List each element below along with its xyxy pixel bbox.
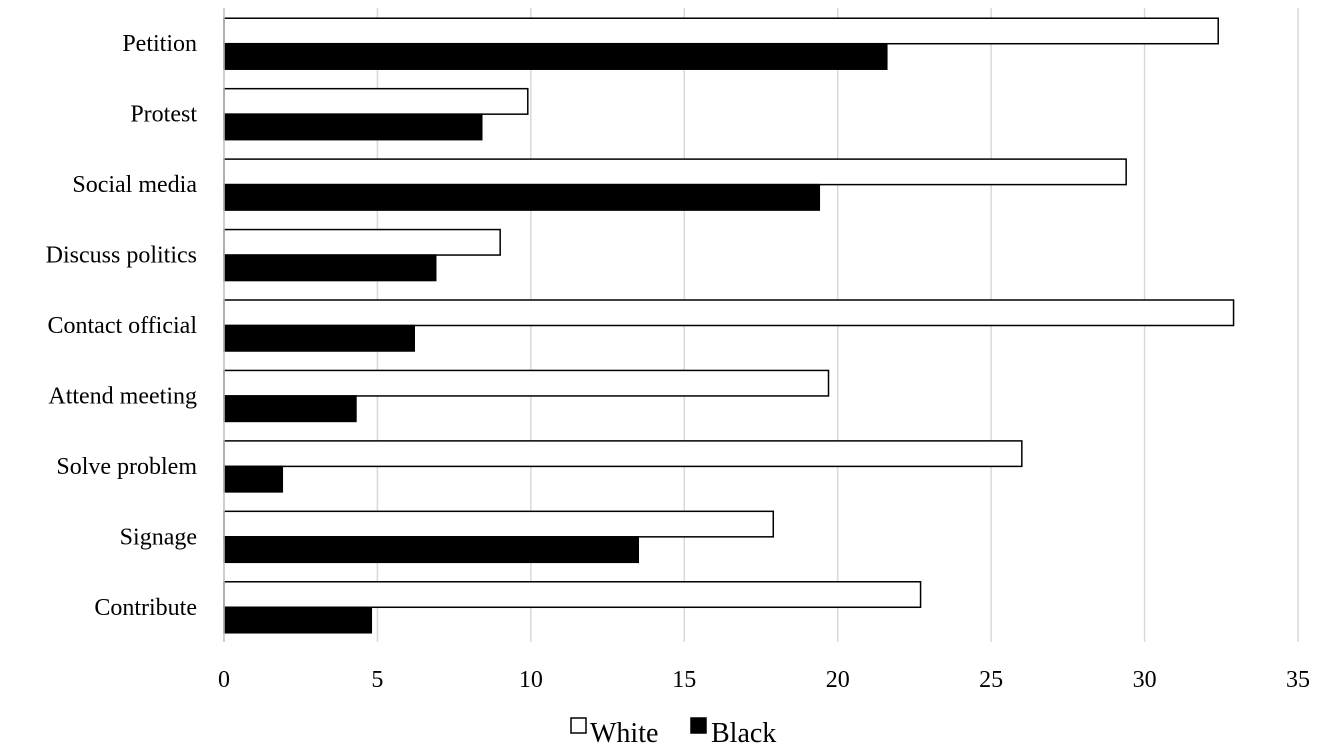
legend-swatch-white — [570, 717, 587, 734]
bar-white — [223, 158, 1127, 186]
bar-white — [223, 369, 830, 397]
bar-black — [223, 395, 357, 423]
x-tick-label: 35 — [1286, 667, 1310, 693]
category-label: Social media — [72, 172, 197, 198]
bar-black — [223, 254, 437, 282]
bar-white — [223, 510, 775, 538]
category-label: Petition — [122, 31, 197, 57]
legend: White Black — [570, 717, 776, 749]
bar-white — [223, 87, 529, 115]
bars — [223, 17, 1235, 634]
legend-swatch-black — [690, 717, 707, 734]
legend-label-white: White — [590, 718, 658, 749]
bar-black — [223, 183, 821, 211]
bar-black — [223, 465, 284, 493]
bar-black — [223, 113, 483, 141]
x-tick-label: 0 — [218, 667, 230, 693]
bar-black — [223, 606, 373, 634]
category-labels: Petition Protest Social media Discuss polit… — [46, 31, 198, 621]
x-tick-labels: 0 5 10 15 20 25 30 35 — [218, 667, 1310, 693]
bar-white — [223, 17, 1219, 45]
bar-white — [223, 440, 1023, 468]
category-label: Signage — [120, 524, 197, 550]
category-label: Attend meeting — [48, 383, 197, 409]
category-label: Contribute — [94, 595, 197, 621]
bar-white — [223, 581, 922, 609]
category-label: Protest — [130, 102, 197, 128]
x-tick-label: 5 — [371, 667, 383, 693]
bar-white — [223, 228, 501, 256]
bar-black — [223, 324, 416, 352]
x-tick-label: 25 — [979, 667, 1003, 693]
x-tick-label: 15 — [672, 667, 696, 693]
bar-black — [223, 536, 640, 564]
x-tick-label: 10 — [519, 667, 543, 693]
x-tick-label: 20 — [826, 667, 850, 693]
category-label: Solve problem — [56, 454, 197, 480]
bar-black — [223, 42, 888, 70]
category-label: Contact official — [47, 313, 197, 339]
legend-label-black: Black — [711, 718, 776, 749]
bar-white — [223, 299, 1235, 327]
x-tick-label: 30 — [1133, 667, 1157, 693]
category-label: Discuss politics — [46, 243, 197, 269]
